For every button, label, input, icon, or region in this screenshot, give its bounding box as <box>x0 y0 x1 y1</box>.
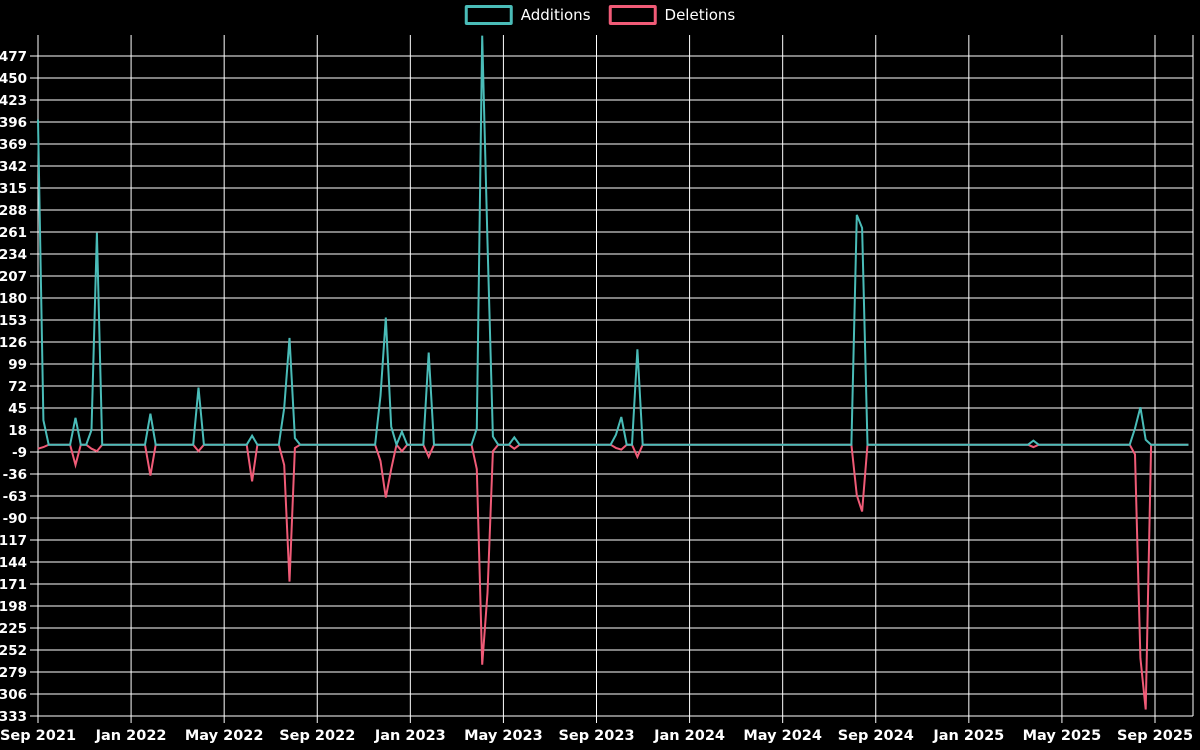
y-axis-tick-label: 18 <box>8 423 27 439</box>
y-axis-tick-label: 450 <box>0 71 27 87</box>
legend-label-deletions: Deletions <box>664 5 736 24</box>
x-axis-tick-label: May 2024 <box>743 728 822 744</box>
legend-label-additions: Additions <box>520 5 591 24</box>
x-axis-tick-label: Sep 2024 <box>838 728 914 744</box>
y-axis-tick-label: 207 <box>0 269 27 285</box>
y-axis-tick-label: 261 <box>0 225 27 241</box>
x-axis-tick-label: Jan 2025 <box>932 728 1004 744</box>
x-axis-tick-label: Sep 2025 <box>1117 728 1193 744</box>
y-axis-tick-label: 99 <box>8 357 27 373</box>
y-axis-tick-label: 477 <box>0 49 27 65</box>
y-axis-tick-label: -36 <box>3 467 27 483</box>
x-axis-tick-label: Sep 2021 <box>0 728 76 744</box>
y-axis-tick-label: 369 <box>0 137 27 153</box>
x-axis-tick-label: Jan 2022 <box>95 728 167 744</box>
y-axis-tick-label: -333 <box>0 709 27 725</box>
y-axis-tick-label: 234 <box>0 247 27 263</box>
y-axis-tick-label: 153 <box>0 313 27 329</box>
y-axis-tick-label: 315 <box>0 181 27 197</box>
y-axis-tick-label: -63 <box>3 489 27 505</box>
additions-line <box>37 35 1189 448</box>
y-axis-tick-label: 45 <box>8 401 27 417</box>
x-axis-tick-label: Sep 2023 <box>558 728 634 744</box>
additions-swatch-icon <box>464 5 513 25</box>
y-axis-tick-label: -117 <box>0 533 27 549</box>
y-axis-tick-label: 396 <box>0 115 27 131</box>
y-axis-tick-label: -198 <box>0 599 27 615</box>
deletions-line <box>37 442 1189 710</box>
x-axis-tick-label: May 2023 <box>464 728 543 744</box>
y-axis-tick-label: -9 <box>12 445 27 461</box>
y-axis-tick-label: 72 <box>8 379 27 395</box>
deletions-swatch-icon <box>608 5 657 25</box>
x-axis-tick-label: May 2025 <box>1023 728 1102 744</box>
y-axis-tick-label: -225 <box>0 621 27 637</box>
x-axis-tick-label: May 2022 <box>185 728 264 744</box>
y-axis-tick-label: -144 <box>0 555 27 571</box>
x-axis-tick-label: Sep 2022 <box>279 728 355 744</box>
x-axis-tick-label: Jan 2023 <box>374 728 446 744</box>
y-axis-tick-label: -252 <box>0 643 27 659</box>
y-axis-tick-label: -279 <box>0 665 27 681</box>
x-axis-tick-label: Jan 2024 <box>653 728 725 744</box>
legend-item-additions[interactable]: Additions <box>464 5 591 25</box>
y-axis-tick-label: 126 <box>0 335 27 351</box>
y-axis-tick-label: 423 <box>0 93 27 109</box>
legend-item-deletions[interactable]: Deletions <box>608 5 736 25</box>
y-axis-tick-label: 180 <box>0 291 27 307</box>
y-axis-tick-label: -171 <box>0 577 27 593</box>
y-axis-tick-label: 342 <box>0 159 27 175</box>
chart-legend: Additions Deletions <box>464 5 736 25</box>
y-axis-tick-label: 288 <box>0 203 27 219</box>
y-axis-tick-label: -306 <box>0 687 27 703</box>
y-axis-tick-label: -90 <box>3 511 27 527</box>
